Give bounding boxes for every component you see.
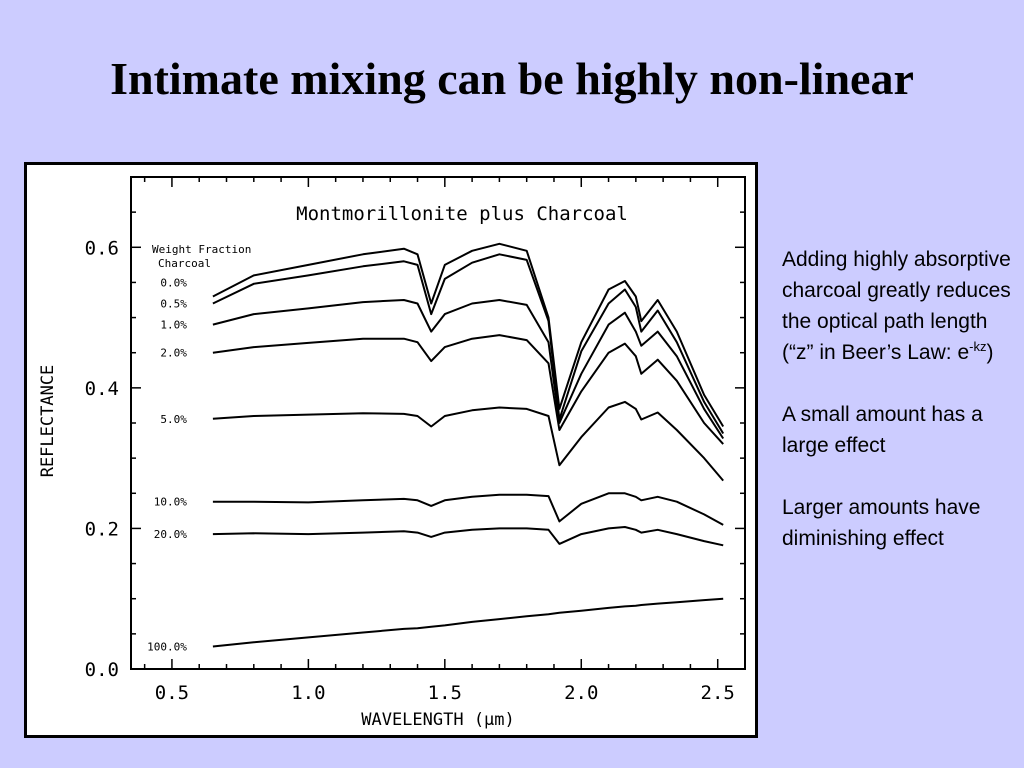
series-labels: 0.0% 0.5% 1.0% 2.0% 5.0% 10.0% 20.0% 100.0%: [147, 276, 187, 653]
note-path-length-end: ): [986, 341, 994, 364]
x-axis-label: WAVELENGTH (μm): [361, 710, 515, 730]
y-tick-label-0.0: 0.0: [85, 659, 119, 681]
series-label-5-0pct: 5.0%: [160, 413, 187, 426]
y-tick-label-0.6: 0.6: [85, 237, 119, 259]
legend-title-1: Weight Fraction: [152, 243, 251, 256]
slide-title: Intimate mixing can be highly non-linear: [110, 53, 914, 104]
notes-panel: Adding highly absorptive charcoal greatl…: [782, 244, 1018, 585]
series-line-2-0pct: [212, 334, 724, 445]
axis-ticks: [131, 176, 745, 670]
series-label-10-0pct: 10.0%: [154, 496, 187, 509]
legend-title-2: Charcoal: [158, 257, 211, 270]
series-label-0-0pct: 0.0%: [160, 276, 187, 289]
reflectance-chart: Montmorillonite plus Charcoal Weight Fra…: [38, 176, 746, 730]
x-tick-label-1.5: 1.5: [428, 682, 462, 704]
chart-title: Montmorillonite plus Charcoal: [296, 203, 628, 225]
series-line-100-0pct: [212, 597, 724, 648]
series-label-100-0pct: 100.0%: [147, 641, 187, 654]
series-line-0-5pct: [212, 253, 725, 435]
series-line-20-0pct: [212, 526, 724, 547]
series-line-10-0pct: [212, 492, 724, 526]
series-label-2-0pct: 2.0%: [160, 347, 187, 360]
series-line-0-0pct: [212, 242, 725, 428]
series-lines: [212, 242, 725, 648]
y-axis-label: REFLECTANCE: [38, 365, 58, 478]
note-path-length-text: Adding highly absorptive charcoal greatl…: [782, 248, 1011, 364]
x-tick-label-2.5: 2.5: [701, 682, 735, 704]
y-tick-label-0.4: 0.4: [85, 378, 119, 400]
note-path-length: Adding highly absorptive charcoal greatl…: [782, 244, 1018, 368]
series-line-5-0pct: [212, 400, 724, 482]
note-small-amount: A small amount has a large effect: [782, 403, 983, 457]
series-label-1-0pct: 1.0%: [160, 319, 187, 332]
y-tick-label-0.2: 0.2: [85, 518, 119, 540]
chart-frame: Montmorillonite plus Charcoal Weight Fra…: [24, 162, 758, 738]
series-label-20-0pct: 20.0%: [154, 528, 187, 541]
series-line-1-0pct: [212, 299, 725, 440]
x-tick-label-2.0: 2.0: [564, 682, 598, 704]
series-label-0-5pct: 0.5%: [160, 298, 187, 311]
x-tick-label-1.0: 1.0: [291, 682, 325, 704]
axis-tick-labels: 0.5 1.0 1.5 2.0 2.5 0.0 0.2 0.4 0.6: [85, 237, 735, 704]
x-tick-label-0.5: 0.5: [155, 682, 189, 704]
note-larger-amounts: Larger amounts have diminishing effect: [782, 496, 981, 550]
note-exponent: -kz: [969, 339, 987, 354]
